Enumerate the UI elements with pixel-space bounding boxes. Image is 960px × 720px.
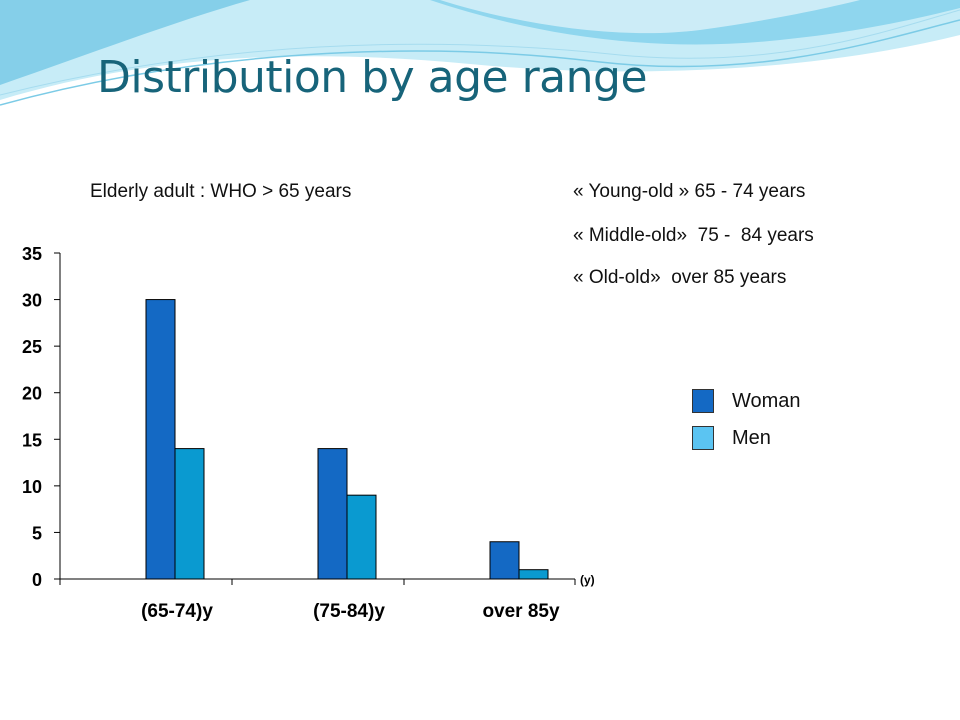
x-unit-label: (y)	[580, 573, 595, 587]
bar-men-2	[518, 569, 549, 580]
wave-line-1	[0, 19, 960, 106]
y-tick-label: 5	[32, 523, 42, 543]
who-definition-note: Elderly adult : WHO > 65 years	[90, 181, 352, 202]
bar-woman-1	[317, 448, 348, 580]
legend-label-woman: Woman	[732, 389, 801, 412]
bars	[145, 299, 549, 580]
x-axis: (65-74)y (75-84)y over 85y (y)	[59, 573, 595, 622]
bar-woman-2	[489, 541, 520, 580]
young-old-note: « Young-old » 65 - 74 years	[573, 181, 806, 202]
slide-title: Distribution by age range	[97, 52, 648, 103]
wave-line-2	[0, 9, 960, 96]
legend-swatch-woman	[692, 389, 714, 413]
old-old-note: « Old-old» over 85 years	[573, 267, 787, 288]
y-tick-label: 25	[22, 337, 42, 357]
x-category-label: over 85y	[482, 601, 560, 622]
y-tick-label: 10	[22, 477, 42, 497]
y-tick-label: 15	[22, 430, 42, 450]
middle-old-note: « Middle-old» 75 - 84 years	[573, 225, 814, 246]
bar-men-0	[174, 448, 205, 580]
y-tick-label: 35	[22, 244, 42, 264]
y-tick-label: 0	[32, 570, 42, 590]
x-category-label: (75-84)y	[313, 601, 385, 622]
x-category-label: (65-74)y	[141, 601, 213, 622]
bar-men-1	[346, 494, 377, 580]
y-axis: 0 5 10 15 20 25 30 35	[22, 244, 61, 590]
legend-label-men: Men	[732, 426, 771, 449]
legend: Woman Men	[692, 389, 801, 463]
bar-woman-0	[145, 299, 176, 580]
legend-swatch-men	[692, 426, 714, 450]
y-tick-label: 30	[22, 291, 42, 311]
legend-item-men: Men	[692, 426, 801, 450]
y-tick-label: 20	[22, 384, 42, 404]
legend-item-woman: Woman	[692, 389, 801, 413]
wave-band-dark	[0, 0, 250, 85]
wave-highlight	[440, 0, 860, 34]
